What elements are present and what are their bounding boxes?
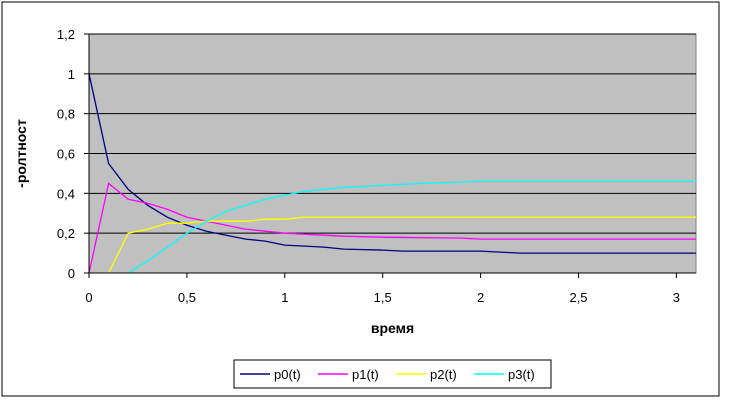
x-tick-labels: 0 0,5 1 1,5 2 2,5 3 [85, 273, 680, 305]
y-tick-labels: 0 0,2 0,4 0,6 0,8 1 1,2 [57, 27, 89, 281]
x-tick-label: 0,5 [178, 290, 196, 305]
legend: p0(t) p1(t) p2(t) p3(t) [233, 359, 552, 389]
y-tick-label: 0 [68, 266, 75, 281]
legend-label: p2(t) [430, 367, 457, 382]
y-axis-title: -ролтност [13, 119, 29, 188]
x-tick-label: 1 [281, 290, 288, 305]
x-tick-label: 1,5 [374, 290, 392, 305]
series-line-p0t [88, 73, 696, 254]
y-tick-label: 1 [68, 67, 75, 82]
x-axis-title: время [371, 320, 414, 336]
y-tick-label: 1,2 [57, 27, 75, 42]
y-tick-label: 0,6 [57, 147, 75, 162]
y-tick-label: 0,8 [57, 107, 75, 122]
legend-label: p0(t) [274, 367, 301, 382]
series-group [88, 73, 696, 274]
x-tick-label: 2 [477, 290, 484, 305]
legend-label: p3(t) [508, 367, 535, 382]
series-line-p1t [88, 182, 696, 274]
x-tick-label: 3 [673, 290, 680, 305]
gridlines [89, 33, 696, 234]
y-tick-label: 0,2 [57, 226, 75, 241]
legend-label: p1(t) [352, 367, 379, 382]
series-line-p3t [127, 180, 696, 274]
x-tick-label: 0 [85, 290, 92, 305]
y-tick-label: 0,4 [57, 186, 75, 201]
series-line-p2t [108, 216, 696, 274]
x-tick-label: 2,5 [569, 290, 587, 305]
